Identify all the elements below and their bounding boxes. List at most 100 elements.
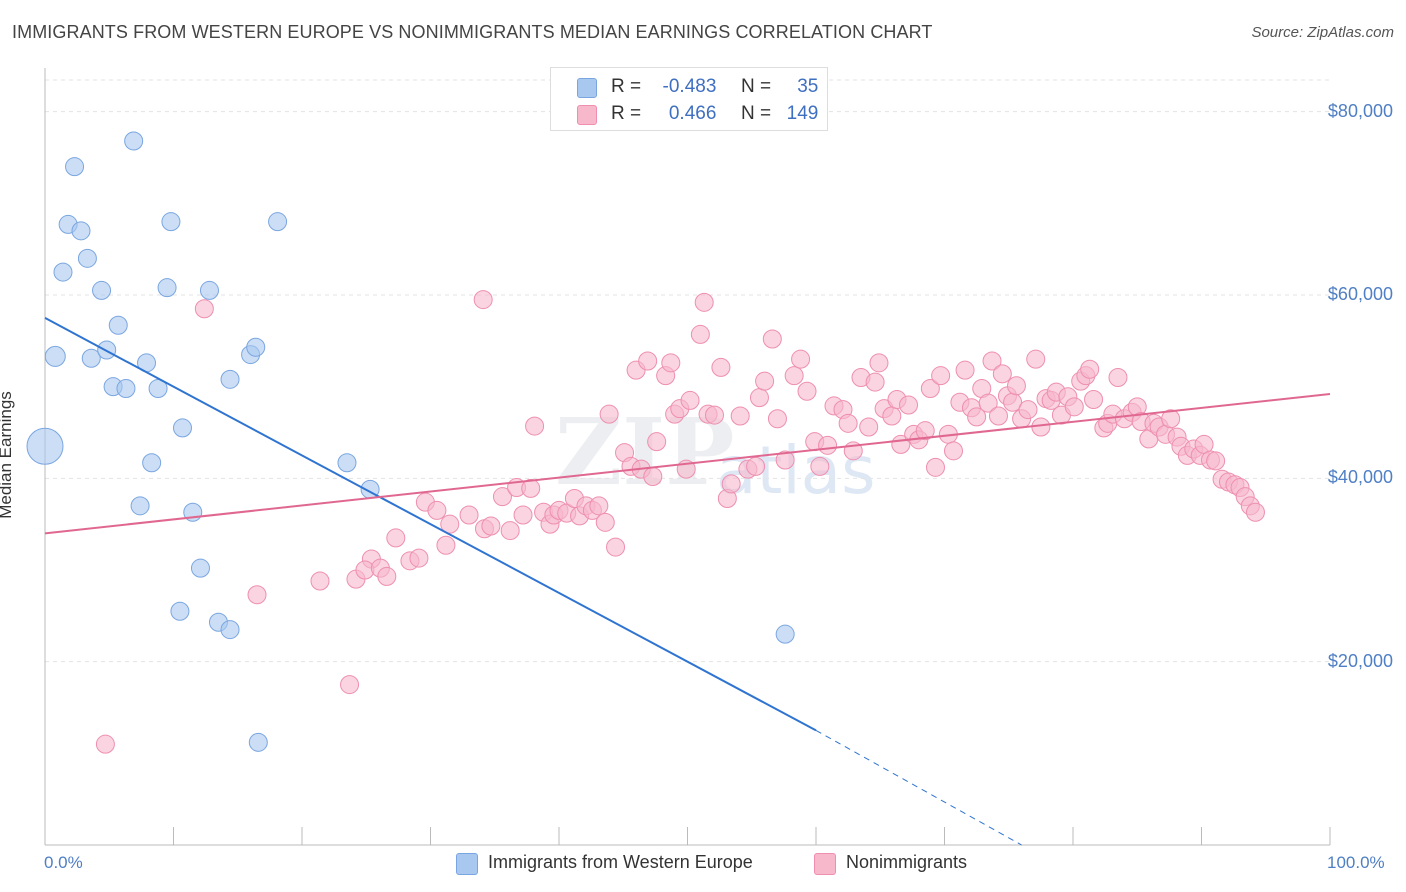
point-nonimmigrants bbox=[838, 413, 858, 433]
legend-r-label: R = bbox=[611, 103, 642, 124]
point-immigrants bbox=[172, 418, 192, 438]
point-immigrants bbox=[268, 212, 288, 232]
point-immigrants bbox=[26, 427, 64, 465]
point-immigrants bbox=[108, 315, 128, 335]
point-nonimmigrants bbox=[647, 432, 667, 452]
point-nonimmigrants bbox=[1018, 400, 1038, 420]
point-immigrants bbox=[190, 558, 210, 578]
point-nonimmigrants bbox=[310, 571, 330, 591]
point-nonimmigrants bbox=[194, 299, 214, 319]
trendline-immigrants bbox=[44, 317, 817, 732]
point-nonimmigrants bbox=[1084, 390, 1104, 409]
trendline-nonimmigrants bbox=[44, 393, 1331, 535]
point-nonimmigrants bbox=[767, 409, 787, 429]
point-immigrants bbox=[130, 496, 150, 516]
point-nonimmigrants bbox=[427, 500, 447, 520]
point-nonimmigrants bbox=[988, 406, 1008, 426]
legend-swatch-nonimmigrants bbox=[577, 105, 597, 125]
y-tick-label: $40,000 bbox=[1327, 467, 1393, 488]
point-nonimmigrants bbox=[481, 516, 501, 536]
point-nonimmigrants bbox=[1080, 359, 1100, 379]
point-immigrants bbox=[157, 278, 177, 298]
correlation-legend: R = -0.483 N = 35 R = 0.466 N = 149 bbox=[550, 67, 828, 131]
point-nonimmigrants bbox=[436, 535, 456, 555]
point-nonimmigrants bbox=[500, 521, 520, 541]
legend-n-value-immigrants: 35 bbox=[797, 76, 819, 97]
point-nonimmigrants bbox=[899, 395, 919, 415]
point-nonimmigrants bbox=[694, 292, 714, 312]
point-nonimmigrants bbox=[473, 290, 493, 310]
point-nonimmigrants bbox=[749, 388, 769, 408]
trendline-immigrants-extrapolated bbox=[815, 729, 1022, 846]
bottom-legend-label-immigrants: Immigrants from Western Europe bbox=[488, 852, 753, 872]
point-nonimmigrants bbox=[859, 417, 879, 437]
bottom-legend-swatch-immigrants bbox=[456, 853, 478, 875]
point-nonimmigrants bbox=[721, 474, 741, 494]
point-nonimmigrants bbox=[525, 416, 545, 436]
point-immigrants bbox=[81, 348, 101, 368]
y-tick-label: $80,000 bbox=[1327, 100, 1393, 121]
point-immigrants bbox=[170, 601, 190, 621]
bottom-legend-swatch-nonimmigrants bbox=[814, 853, 836, 875]
point-immigrants bbox=[71, 221, 91, 241]
point-nonimmigrants bbox=[95, 734, 115, 754]
point-immigrants bbox=[775, 624, 795, 644]
point-nonimmigrants bbox=[1161, 409, 1181, 429]
point-immigrants bbox=[142, 453, 162, 473]
point-nonimmigrants bbox=[943, 441, 963, 461]
point-nonimmigrants bbox=[915, 421, 935, 441]
point-nonimmigrants bbox=[661, 353, 681, 373]
point-nonimmigrants bbox=[513, 505, 533, 525]
legend-swatch-immigrants bbox=[577, 78, 597, 98]
y-tick-label: $20,000 bbox=[1327, 650, 1393, 671]
point-nonimmigrants bbox=[340, 675, 360, 695]
legend-r-value-nonimmigrants: 0.466 bbox=[668, 103, 717, 124]
point-immigrants bbox=[220, 620, 240, 640]
point-immigrants bbox=[65, 157, 85, 177]
point-nonimmigrants bbox=[247, 585, 267, 605]
source-label: Source: ZipAtlas.com bbox=[1251, 24, 1394, 41]
legend-n-label: N = bbox=[740, 76, 772, 97]
point-nonimmigrants bbox=[762, 329, 782, 349]
point-nonimmigrants bbox=[386, 528, 406, 548]
point-immigrants bbox=[77, 248, 97, 268]
point-nonimmigrants bbox=[926, 457, 946, 477]
point-nonimmigrants bbox=[690, 324, 710, 344]
point-nonimmigrants bbox=[784, 366, 804, 386]
point-nonimmigrants bbox=[409, 548, 429, 568]
point-nonimmigrants bbox=[869, 353, 889, 373]
point-nonimmigrants bbox=[982, 351, 1002, 371]
point-immigrants bbox=[246, 337, 266, 357]
point-nonimmigrants bbox=[775, 450, 795, 470]
legend-n-value-nonimmigrants: 149 bbox=[786, 103, 819, 124]
point-nonimmigrants bbox=[711, 357, 731, 377]
point-nonimmigrants bbox=[1064, 397, 1084, 417]
point-immigrants bbox=[337, 453, 357, 473]
point-nonimmigrants bbox=[920, 379, 940, 398]
point-nonimmigrants bbox=[606, 537, 626, 557]
point-nonimmigrants bbox=[755, 371, 775, 391]
point-nonimmigrants bbox=[865, 372, 885, 392]
point-immigrants bbox=[53, 262, 73, 282]
legend-r-label: R = bbox=[611, 76, 642, 97]
point-immigrants bbox=[199, 280, 219, 300]
point-immigrants bbox=[248, 732, 268, 752]
point-immigrants bbox=[116, 379, 136, 398]
point-nonimmigrants bbox=[1245, 502, 1265, 522]
point-nonimmigrants bbox=[440, 514, 460, 534]
point-nonimmigrants bbox=[377, 566, 397, 586]
point-nonimmigrants bbox=[818, 435, 838, 455]
point-nonimmigrants bbox=[810, 456, 830, 476]
point-nonimmigrants bbox=[459, 505, 479, 525]
bottom-legend-label-nonimmigrants: Nonimmigrants bbox=[846, 852, 968, 872]
point-nonimmigrants bbox=[931, 366, 951, 386]
point-nonimmigrants bbox=[1108, 368, 1128, 387]
point-nonimmigrants bbox=[680, 390, 700, 410]
x-tick-label-min: 0.0% bbox=[44, 853, 83, 872]
point-nonimmigrants bbox=[643, 467, 663, 486]
point-nonimmigrants bbox=[1006, 376, 1026, 396]
point-nonimmigrants bbox=[521, 478, 541, 498]
y-tick-label: $60,000 bbox=[1327, 284, 1393, 304]
point-immigrants bbox=[161, 212, 181, 232]
